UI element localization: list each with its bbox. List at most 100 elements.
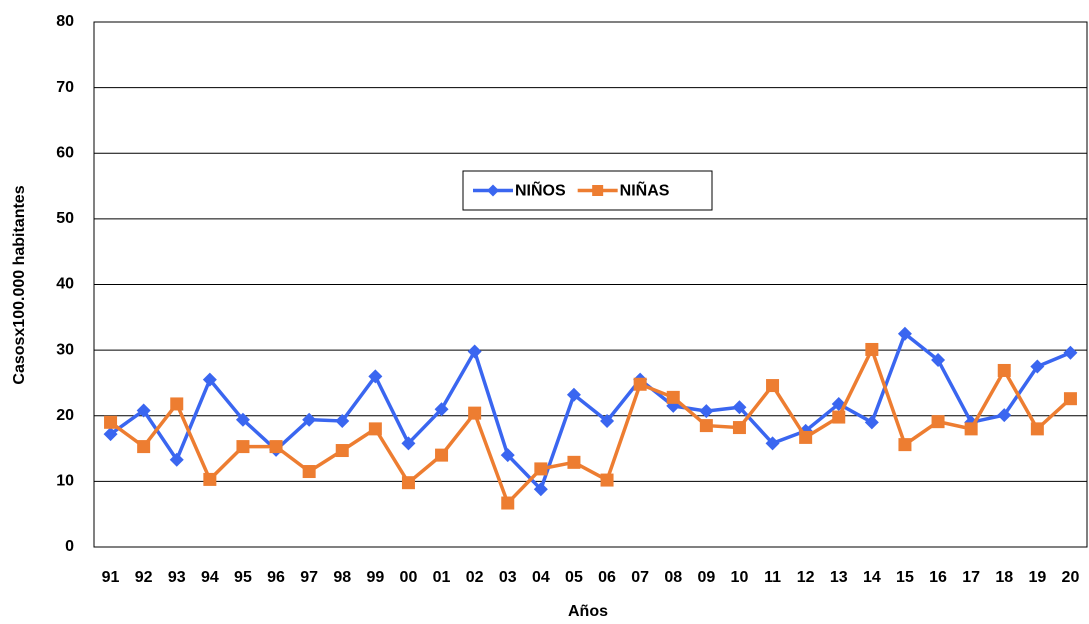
y-tick-label: 0 bbox=[65, 538, 74, 555]
x-tick-label: 03 bbox=[499, 569, 517, 586]
marker bbox=[592, 185, 604, 196]
marker bbox=[1063, 392, 1077, 406]
marker bbox=[633, 377, 647, 391]
marker bbox=[600, 473, 614, 487]
x-tick-label: 12 bbox=[797, 569, 815, 586]
marker bbox=[335, 414, 350, 428]
x-tick-label: 99 bbox=[366, 569, 384, 586]
marker bbox=[931, 352, 946, 367]
marker bbox=[269, 440, 283, 454]
x-tick-label: 20 bbox=[1062, 569, 1080, 586]
plot-area bbox=[93, 21, 1088, 548]
y-tick-label: 50 bbox=[56, 210, 74, 227]
x-tick-label: 17 bbox=[962, 569, 980, 586]
legend-label: NIÑAS bbox=[620, 180, 670, 200]
marker bbox=[302, 465, 316, 479]
marker bbox=[104, 415, 118, 429]
x-tick-label: 14 bbox=[863, 569, 881, 586]
y-tick-label: 40 bbox=[56, 276, 74, 293]
x-tick-label: 01 bbox=[433, 569, 451, 586]
marker bbox=[799, 430, 813, 444]
marker bbox=[699, 419, 713, 433]
marker bbox=[500, 448, 515, 463]
y-tick-label: 80 bbox=[56, 13, 74, 30]
x-tick-label: 98 bbox=[333, 569, 351, 586]
x-tick-label: 15 bbox=[896, 569, 914, 586]
marker bbox=[435, 448, 449, 462]
marker bbox=[368, 369, 383, 384]
x-tick-label: 91 bbox=[102, 569, 120, 586]
marker bbox=[534, 462, 548, 476]
x-tick-label: 07 bbox=[631, 569, 649, 586]
marker bbox=[600, 414, 615, 428]
marker bbox=[732, 400, 747, 415]
x-tick-label: 09 bbox=[697, 569, 715, 586]
marker bbox=[832, 410, 846, 424]
x-tick-label: 93 bbox=[168, 569, 186, 586]
x-tick-label: 96 bbox=[267, 569, 285, 586]
marker bbox=[567, 455, 581, 469]
x-tick-label: 05 bbox=[565, 569, 583, 586]
marker bbox=[137, 440, 151, 454]
marker bbox=[467, 344, 482, 359]
y-tick-label: 30 bbox=[56, 341, 74, 358]
legend-label: NIÑOS bbox=[515, 180, 566, 200]
y-tick-label: 10 bbox=[56, 473, 74, 490]
marker bbox=[368, 422, 382, 436]
marker bbox=[335, 444, 349, 458]
series-line bbox=[109, 344, 1072, 507]
marker bbox=[566, 387, 581, 402]
x-tick-label: 06 bbox=[598, 569, 616, 586]
marker bbox=[533, 482, 548, 497]
marker bbox=[964, 422, 978, 436]
marker bbox=[468, 406, 482, 420]
marker bbox=[236, 440, 250, 454]
x-tick-label: 10 bbox=[731, 569, 749, 586]
marker bbox=[766, 379, 780, 393]
marker bbox=[103, 427, 118, 442]
marker bbox=[401, 476, 415, 490]
marker bbox=[1030, 422, 1044, 436]
y-axis-label: Casosx100.000 habitantes bbox=[11, 185, 28, 384]
marker bbox=[898, 438, 912, 452]
marker bbox=[997, 408, 1012, 423]
x-tick-label: 97 bbox=[300, 569, 318, 586]
x-tick-label: 18 bbox=[995, 569, 1013, 586]
marker bbox=[203, 472, 217, 486]
marker bbox=[1030, 359, 1045, 374]
x-tick-label: 16 bbox=[929, 569, 947, 586]
x-tick-label: 08 bbox=[664, 569, 682, 586]
marker bbox=[202, 372, 217, 387]
marker bbox=[666, 390, 680, 404]
marker bbox=[401, 436, 416, 451]
marker bbox=[170, 397, 184, 411]
x-tick-label: 95 bbox=[234, 569, 252, 586]
marker bbox=[235, 412, 250, 427]
x-tick-label: 19 bbox=[1028, 569, 1046, 586]
x-tick-label: 11 bbox=[764, 569, 781, 586]
y-tick-label: 70 bbox=[56, 79, 74, 96]
x-tick-label: 13 bbox=[830, 569, 848, 586]
x-tick-label: 02 bbox=[466, 569, 484, 586]
series-line bbox=[109, 330, 1072, 493]
x-tick-label: 94 bbox=[201, 569, 219, 586]
marker bbox=[434, 402, 449, 417]
legend: NIÑOS NIÑAS bbox=[462, 170, 713, 211]
marker bbox=[136, 403, 151, 418]
marker bbox=[897, 326, 912, 341]
x-tick-label: 92 bbox=[135, 569, 153, 586]
marker bbox=[1063, 345, 1078, 360]
marker bbox=[699, 404, 714, 419]
marker bbox=[931, 415, 945, 429]
marker bbox=[865, 342, 879, 356]
marker bbox=[487, 184, 499, 197]
x-axis-label: Años bbox=[568, 603, 608, 620]
marker bbox=[302, 412, 317, 427]
marker bbox=[765, 436, 780, 451]
x-tick-label: 04 bbox=[532, 569, 550, 586]
marker bbox=[169, 452, 184, 467]
marker bbox=[997, 363, 1011, 377]
y-tick-label: 20 bbox=[56, 407, 74, 424]
y-tick-label: 60 bbox=[56, 144, 74, 161]
